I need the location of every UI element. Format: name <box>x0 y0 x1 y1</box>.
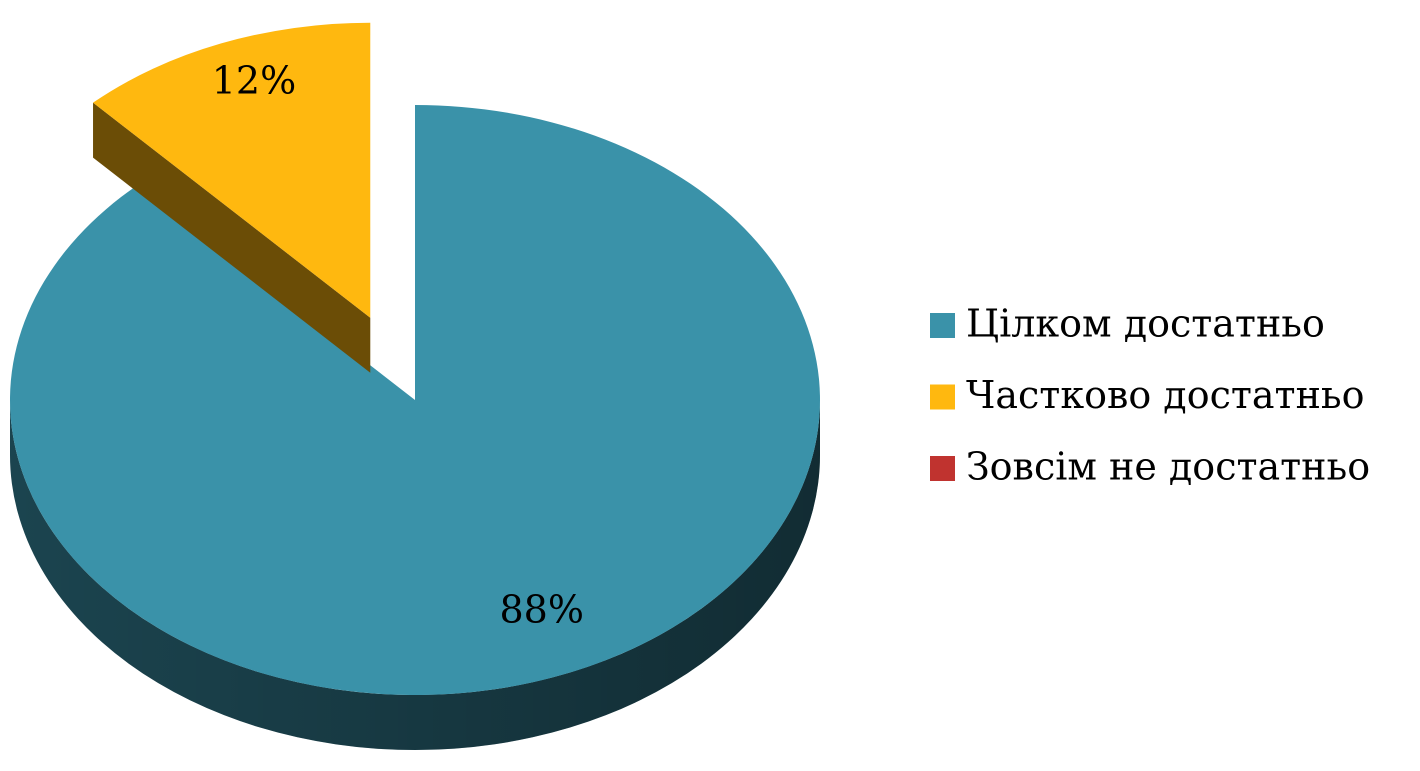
legend-label: Цілком достатньо <box>966 302 1325 346</box>
slice <box>93 22 371 318</box>
legend-label: Зовсім не достатньо <box>966 445 1370 489</box>
legend-swatch <box>930 384 955 410</box>
slice-side-shade <box>10 400 820 750</box>
legend-label: Частково достатньо <box>966 373 1364 417</box>
data-label: 12% <box>212 58 296 102</box>
slice <box>9 105 821 695</box>
slice-edge <box>93 102 371 373</box>
legend-swatch <box>930 313 955 338</box>
data-label: 88% <box>499 588 583 632</box>
legend-swatch <box>930 456 955 481</box>
